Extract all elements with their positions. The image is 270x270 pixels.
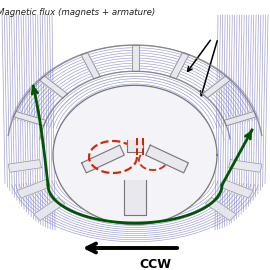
Polygon shape bbox=[34, 197, 65, 221]
Polygon shape bbox=[39, 76, 68, 98]
Polygon shape bbox=[53, 85, 217, 225]
Text: Magnetic flux (magnets + armature): Magnetic flux (magnets + armature) bbox=[0, 8, 155, 17]
Polygon shape bbox=[205, 197, 236, 221]
Polygon shape bbox=[127, 140, 143, 152]
Polygon shape bbox=[82, 145, 124, 173]
Polygon shape bbox=[131, 45, 139, 71]
Polygon shape bbox=[146, 145, 188, 173]
Polygon shape bbox=[14, 112, 46, 126]
Text: CCW: CCW bbox=[139, 258, 171, 270]
Polygon shape bbox=[124, 180, 146, 215]
Polygon shape bbox=[229, 160, 262, 172]
Polygon shape bbox=[220, 180, 253, 198]
Polygon shape bbox=[81, 52, 100, 79]
Polygon shape bbox=[224, 112, 256, 126]
Polygon shape bbox=[170, 52, 189, 79]
Polygon shape bbox=[202, 76, 231, 98]
Polygon shape bbox=[8, 160, 41, 172]
Polygon shape bbox=[17, 180, 50, 198]
